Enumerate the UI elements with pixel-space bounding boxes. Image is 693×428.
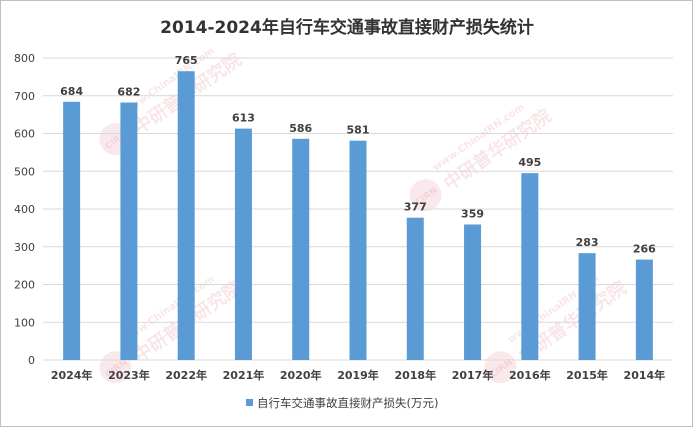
data-label: 586 bbox=[289, 122, 312, 135]
bar bbox=[521, 173, 539, 360]
y-tick-label: 600 bbox=[14, 128, 35, 141]
x-tick-label: 2016年 bbox=[509, 368, 551, 382]
y-tick-label: 800 bbox=[14, 52, 35, 65]
bar bbox=[63, 101, 81, 360]
bar bbox=[464, 224, 482, 360]
y-tick-label: 0 bbox=[28, 354, 35, 367]
x-tick-label: 2018年 bbox=[394, 368, 436, 382]
x-axis-ticks: 2024年 2023年 2022年 2021年 2020年 2019年 2018年 2017年… bbox=[51, 368, 665, 382]
watermark-logo-circle bbox=[484, 351, 517, 384]
data-label: 765 bbox=[175, 54, 198, 67]
bar bbox=[120, 102, 138, 361]
legend-label: 自行车交通事故直接财产损失(万元) bbox=[257, 396, 438, 410]
data-label: 684 bbox=[60, 85, 83, 98]
x-tick-label: 2014年 bbox=[624, 368, 666, 382]
data-label: 613 bbox=[232, 112, 255, 125]
bar bbox=[635, 259, 653, 360]
data-label: 377 bbox=[404, 201, 427, 214]
bar bbox=[406, 217, 424, 360]
y-tick-label: 500 bbox=[14, 165, 35, 178]
x-tick-label: 2023年 bbox=[108, 368, 150, 382]
data-label: 682 bbox=[117, 86, 140, 99]
data-label: 495 bbox=[518, 156, 541, 169]
bar bbox=[349, 140, 367, 360]
x-tick-label: 2015年 bbox=[566, 368, 608, 382]
bars bbox=[63, 71, 653, 361]
bar bbox=[234, 128, 252, 360]
chart-title: 2014-2024年自行车交通事故直接财产损失统计 bbox=[160, 17, 534, 38]
data-label: 283 bbox=[576, 236, 599, 249]
x-tick-label: 2022年 bbox=[165, 368, 207, 382]
data-labels: 684 682 765 613 586 581 377 359 495 283 266 bbox=[60, 54, 656, 255]
watermark-logo-circle bbox=[409, 179, 442, 212]
legend: 自行车交通事故直接财产损失(万元) bbox=[246, 396, 438, 410]
data-label: 359 bbox=[461, 207, 484, 220]
bar bbox=[177, 71, 195, 361]
y-tick-label: 100 bbox=[14, 316, 35, 329]
data-label: 581 bbox=[347, 124, 370, 137]
legend-swatch bbox=[246, 399, 253, 406]
x-tick-label: 2019年 bbox=[337, 368, 379, 382]
bar bbox=[292, 138, 310, 360]
x-tick-label: 2017年 bbox=[452, 368, 494, 382]
y-axis-ticks: 0 100 200 300 400 500 600 700 800 bbox=[14, 52, 35, 367]
bar bbox=[578, 253, 596, 360]
y-tick-label: 300 bbox=[14, 241, 35, 254]
x-tick-label: 2021年 bbox=[223, 368, 265, 382]
y-tick-label: 400 bbox=[14, 203, 35, 216]
data-label: 266 bbox=[633, 243, 656, 256]
x-tick-label: 2024年 bbox=[51, 368, 93, 382]
y-tick-label: 700 bbox=[14, 90, 35, 103]
y-tick-label: 200 bbox=[14, 279, 35, 292]
x-tick-label: 2020年 bbox=[280, 368, 322, 382]
